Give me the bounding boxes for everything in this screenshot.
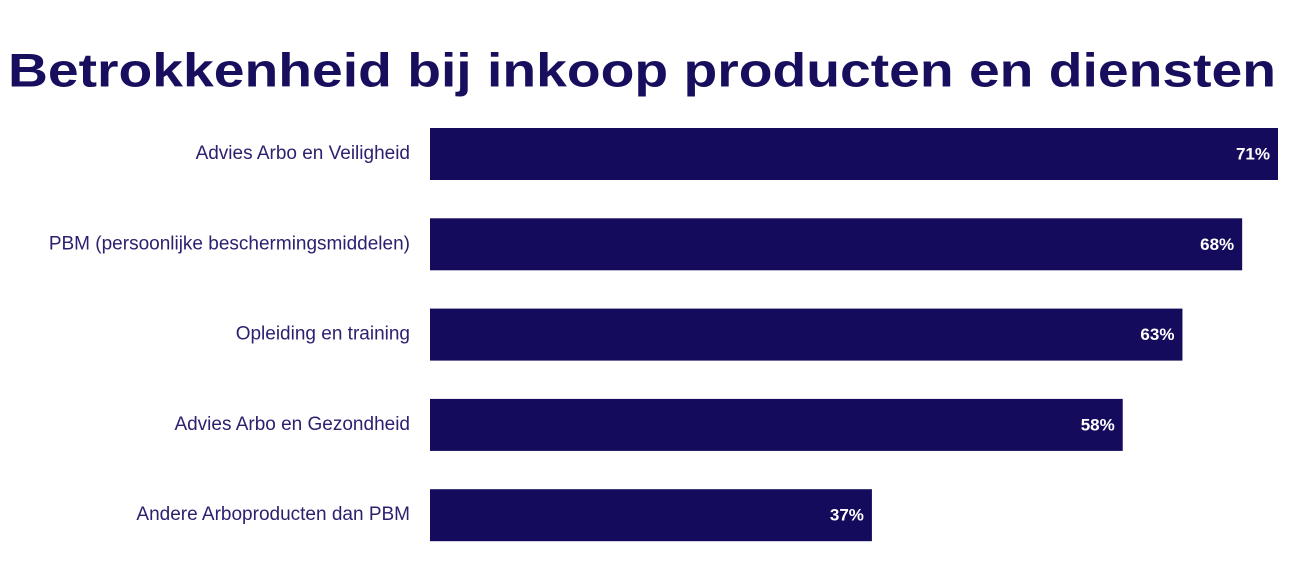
category-label: Advies Arbo en Veiligheid [196, 143, 410, 164]
bar [430, 398, 1123, 451]
value-label: 63% [1140, 325, 1174, 344]
category-label: PBM (persoonlijke beschermingsmiddelen) [49, 233, 410, 254]
bar [430, 308, 1183, 361]
bar [430, 128, 1278, 180]
category-label: Advies Arbo en Gezondheid [174, 414, 410, 435]
value-label: 58% [1081, 415, 1115, 434]
category-label: Opleiding en training [236, 324, 410, 345]
bar [430, 489, 872, 542]
bar [430, 218, 1243, 271]
value-label: 68% [1200, 235, 1234, 254]
value-label: 71% [1236, 144, 1270, 163]
category-label: Andere Arboproducten dan PBM [136, 504, 410, 525]
value-label: 37% [830, 506, 864, 525]
chart-title: Betrokkenheid bij inkoop producten en di… [8, 43, 1276, 96]
